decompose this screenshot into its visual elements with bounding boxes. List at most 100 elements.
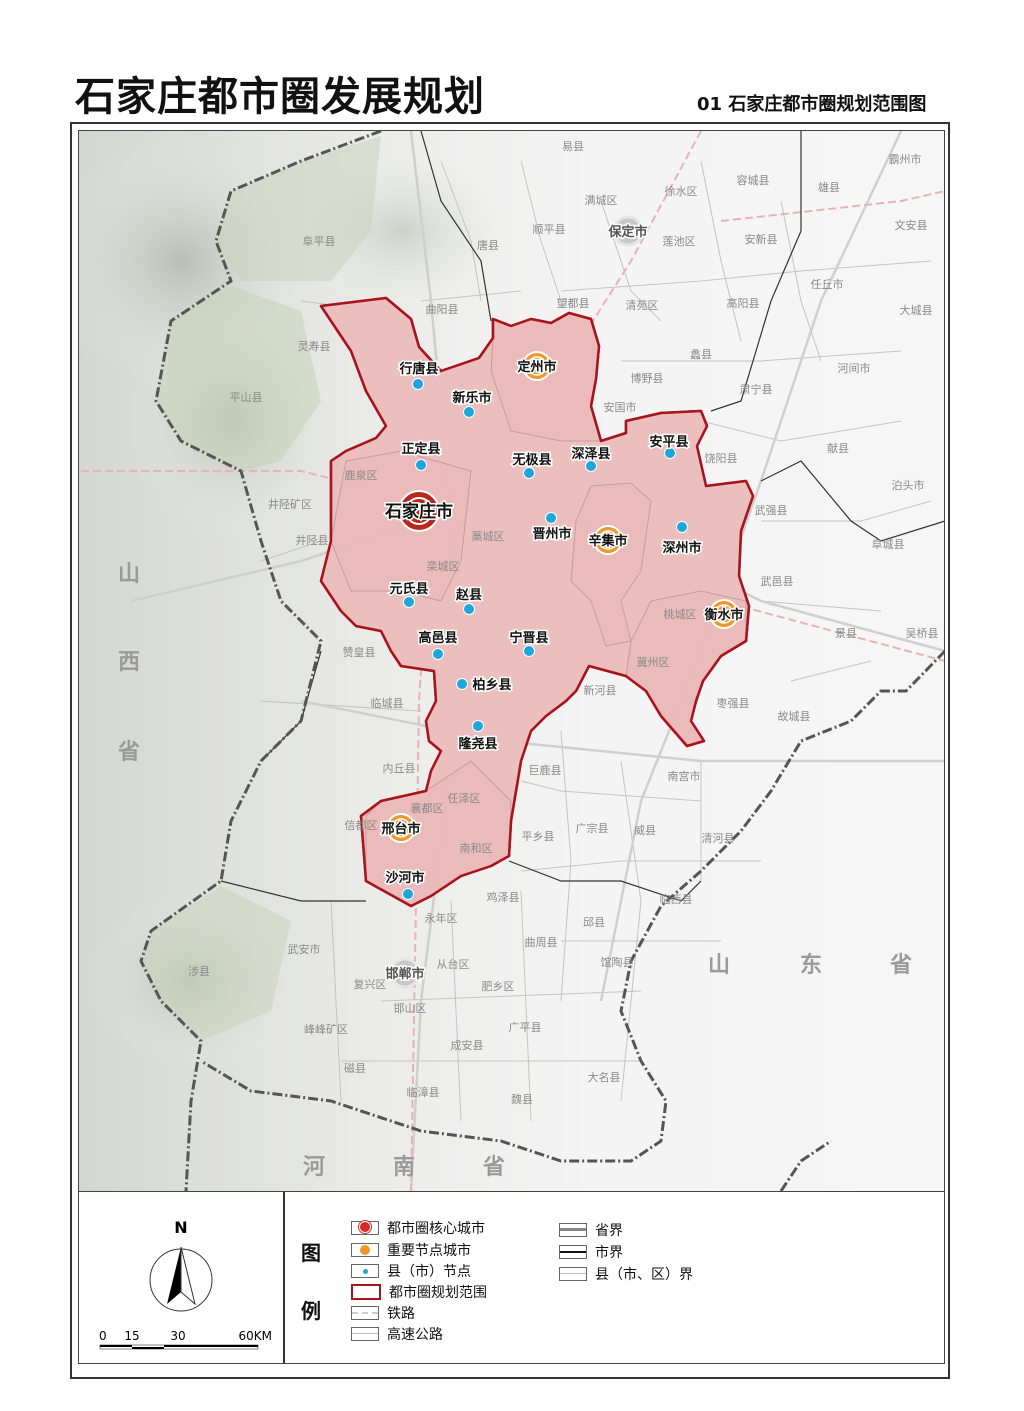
legend-item: 高速公路 bbox=[351, 1324, 443, 1344]
scale-tick-15: 15 bbox=[124, 1329, 139, 1343]
place-label: 枣强县 bbox=[717, 697, 750, 710]
county-node-label: 宁晋县 bbox=[509, 630, 548, 646]
county-node-label: 高邑县 bbox=[418, 630, 457, 646]
node-city-label: 辛集市 bbox=[588, 533, 627, 549]
county-node-icon[interactable] bbox=[403, 596, 415, 608]
place-label: 大名县 bbox=[588, 1070, 621, 1084]
terrain-shading bbox=[79, 131, 511, 1071]
county-node-label: 柏乡县 bbox=[472, 677, 511, 693]
place-label: 邯山区 bbox=[394, 1001, 427, 1015]
legend-item: 重要节点城市 bbox=[351, 1240, 471, 1260]
place-label: 南宫市 bbox=[668, 769, 701, 783]
place-label: 武安市 bbox=[288, 942, 321, 956]
place-label: 临城县 bbox=[371, 696, 404, 710]
county-node-icon[interactable] bbox=[472, 720, 484, 732]
county-node-icon[interactable] bbox=[523, 467, 535, 479]
province-label: 省 bbox=[482, 1155, 505, 1180]
place-label: 曲阳县 bbox=[426, 303, 459, 316]
place-label: 曲周县 bbox=[525, 936, 558, 949]
county-node-label: 隆尧县 bbox=[458, 736, 497, 752]
core-city-icon bbox=[351, 1221, 379, 1235]
place-label: 新河县 bbox=[584, 683, 617, 697]
county-node-icon[interactable] bbox=[676, 521, 688, 533]
scale-bar bbox=[99, 1344, 259, 1350]
place-label: 雄县 bbox=[818, 180, 840, 194]
place-label: 武邑县 bbox=[761, 575, 794, 588]
place-label: 肥乡区 bbox=[482, 980, 515, 993]
county-node-icon[interactable] bbox=[523, 645, 535, 657]
document-title: 石家庄都市圈发展规划 bbox=[75, 74, 485, 120]
place-label: 从台区 bbox=[437, 957, 470, 971]
legend-item: 县（市、区）界 bbox=[559, 1264, 693, 1284]
outer-frame bbox=[70, 122, 950, 1379]
county-node-icon[interactable] bbox=[585, 460, 597, 472]
place-label: 赞皇县 bbox=[343, 645, 376, 659]
place-label: 蠡县 bbox=[690, 347, 712, 361]
place-label: 巨鹿县 bbox=[529, 763, 562, 777]
county-node-label: 安平县 bbox=[649, 434, 688, 450]
place-label: 馆陶县 bbox=[601, 955, 634, 969]
place-label: 吴桥县 bbox=[906, 627, 939, 640]
legend-item: 都市圈规划范围 bbox=[351, 1282, 487, 1302]
county-node-icon[interactable] bbox=[545, 512, 557, 524]
province-boundaries bbox=[139, 131, 944, 1191]
county-node-icon[interactable] bbox=[415, 459, 427, 471]
province-label: 山 bbox=[708, 953, 730, 978]
scale-tick-0: 0 bbox=[99, 1329, 107, 1343]
legend-item: 县（市）节点 bbox=[351, 1261, 471, 1281]
county-node-icon[interactable] bbox=[402, 888, 414, 900]
county-node-icon[interactable] bbox=[456, 678, 468, 690]
legend-item: 都市圈核心城市 bbox=[351, 1218, 485, 1238]
node-city-label: 衡水市 bbox=[704, 607, 743, 623]
other-city-label: 邯郸市 bbox=[385, 966, 424, 982]
place-label: 灵寿县 bbox=[298, 339, 331, 353]
legend-item-label: 都市圈核心城市 bbox=[387, 1221, 485, 1237]
core-city-icon[interactable] bbox=[398, 490, 440, 532]
county-node-icon[interactable] bbox=[432, 648, 444, 660]
county-node-icon[interactable] bbox=[463, 603, 475, 615]
place-label: 饶阳县 bbox=[705, 452, 738, 465]
legend-divider bbox=[283, 1192, 285, 1363]
place-label: 任泽区 bbox=[448, 792, 481, 805]
province-label: 南 bbox=[393, 1155, 415, 1180]
place-label: 肃宁县 bbox=[740, 382, 773, 396]
place-label: 复兴区 bbox=[354, 977, 387, 991]
place-label: 广平县 bbox=[509, 1021, 542, 1034]
place-label: 临西县 bbox=[660, 892, 693, 906]
province-label: 省 bbox=[889, 953, 912, 978]
place-label: 霸州市 bbox=[889, 152, 922, 166]
node-city-icon[interactable] bbox=[593, 525, 623, 555]
county-node-icon[interactable] bbox=[463, 406, 475, 418]
county-node-icon[interactable] bbox=[664, 447, 676, 459]
expressway-icon bbox=[351, 1327, 379, 1341]
place-label: 唐县 bbox=[477, 238, 499, 252]
place-label: 临漳县 bbox=[407, 1085, 440, 1099]
place-label: 故城县 bbox=[778, 709, 811, 723]
scale-tick-30: 30 bbox=[170, 1329, 185, 1343]
other-city-label: 保定市 bbox=[607, 224, 647, 240]
place-label: 信都区 bbox=[345, 819, 378, 832]
map-panel[interactable]: 易县 霸州市 容城县 雄县 满城区 徐水区 顺平县 莲池区 安新县 文安县 阜平县 唐县 任丘市 曲阳县 望… bbox=[78, 130, 945, 1192]
legend-item-label: 县（市、区）界 bbox=[595, 1267, 693, 1283]
place-label: 河间市 bbox=[838, 361, 871, 375]
node-city-icon bbox=[351, 1243, 379, 1257]
legend-heading-2: 例 bbox=[301, 1299, 321, 1323]
node-city-icon[interactable] bbox=[386, 813, 416, 843]
city-symbol-icon bbox=[612, 215, 644, 247]
node-city-icon[interactable] bbox=[522, 351, 552, 381]
place-label: 泊头市 bbox=[892, 478, 925, 492]
north-arrow-and-scale: N 0 15 30 60KM bbox=[99, 1218, 272, 1350]
county-node-icon[interactable] bbox=[412, 378, 424, 390]
legend-item: 市界 bbox=[559, 1242, 623, 1262]
place-label: 峰峰矿区 bbox=[304, 1023, 348, 1036]
county-node-label: 元氏县 bbox=[389, 582, 428, 597]
node-city-icon[interactable] bbox=[709, 599, 739, 629]
place-label: 襄都区 bbox=[411, 801, 444, 815]
place-label: 容城县 bbox=[737, 173, 770, 187]
node-city-label: 定州市 bbox=[516, 359, 556, 375]
place-label: 栾城区 bbox=[427, 559, 460, 573]
place-label: 任丘市 bbox=[811, 277, 844, 291]
place-label: 藁城区 bbox=[472, 530, 505, 543]
place-label: 清河县 bbox=[702, 832, 735, 845]
